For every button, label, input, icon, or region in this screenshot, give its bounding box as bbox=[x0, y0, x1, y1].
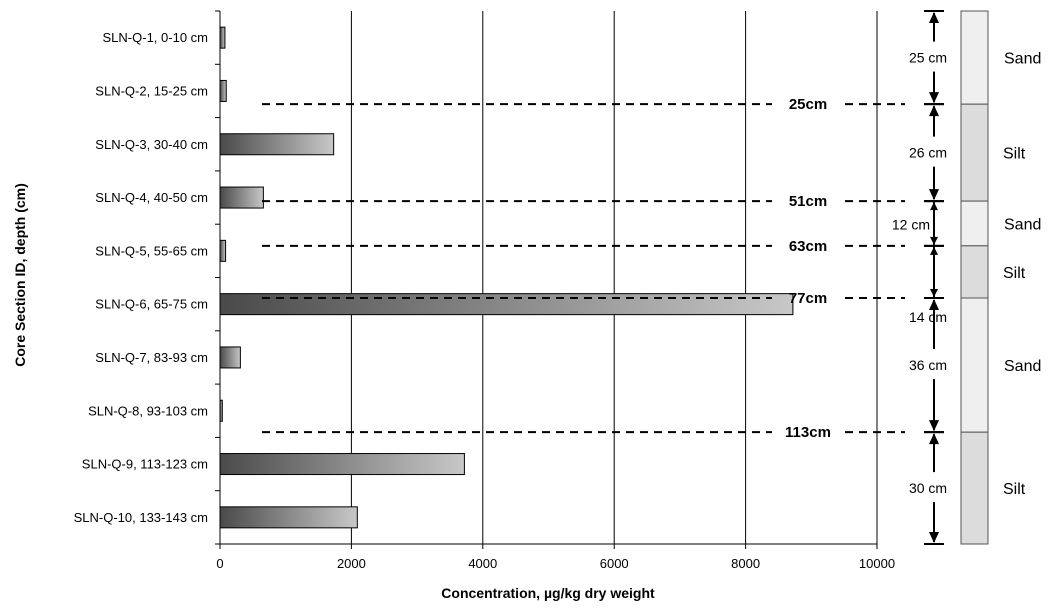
depth-marker-label: 77cm bbox=[789, 290, 827, 307]
depth-marker-label: 25cm bbox=[789, 96, 827, 113]
x-tick-label: 2000 bbox=[337, 556, 366, 571]
arrow-head-down bbox=[929, 420, 939, 432]
layer-thickness-label: 25 cm bbox=[909, 50, 947, 66]
stratigraphy-column: Sand Silt Sand Silt Sand Silt bbox=[960, 10, 1041, 545]
depth-marker-label: 51cm bbox=[789, 193, 827, 210]
x-tick-label: 4000 bbox=[468, 556, 497, 571]
layer-box-sand bbox=[960, 297, 989, 433]
layer-material-label: Silt bbox=[1003, 481, 1026, 498]
bar bbox=[219, 293, 794, 316]
arrow-head-down bbox=[929, 92, 939, 104]
layer-box-sand bbox=[960, 200, 989, 247]
layer-thickness-label: 26 cm bbox=[909, 145, 947, 161]
arrow-head-down bbox=[930, 289, 938, 297]
bar bbox=[219, 346, 241, 369]
category-label: SLN-Q-7, 83-93 cm bbox=[95, 350, 208, 365]
bar bbox=[219, 79, 227, 102]
x-tick-label: 6000 bbox=[600, 556, 629, 571]
category-label: SLN-Q-1, 0-10 cm bbox=[103, 30, 208, 45]
layer-thickness-label: 14 cm bbox=[909, 309, 947, 325]
bar bbox=[219, 506, 358, 529]
x-tick-label: 0 bbox=[216, 556, 223, 571]
depth-marker-label: 63cm bbox=[789, 238, 827, 255]
layer-thickness-label: 30 cm bbox=[909, 480, 947, 496]
bar bbox=[219, 186, 264, 209]
y-axis-title: Core Section ID, depth (cm) bbox=[12, 183, 28, 367]
arrow-head-down bbox=[929, 532, 939, 543]
layer-thickness-label: 12 cm bbox=[892, 216, 930, 232]
category-label: SLN-Q-6, 65-75 cm bbox=[95, 297, 208, 312]
category-label: SLN-Q-2, 15-25 cm bbox=[95, 83, 208, 98]
arrow-head-up bbox=[929, 433, 939, 445]
bar bbox=[219, 133, 335, 156]
category-label: SLN-Q-4, 40-50 cm bbox=[95, 190, 208, 205]
layer-material-label: Sand bbox=[1004, 51, 1041, 68]
category-label: SLN-Q-9, 113-123 cm bbox=[82, 457, 208, 472]
arrow-head-down bbox=[930, 236, 938, 245]
arrow-head-up bbox=[929, 12, 939, 23]
layer-thickness-label: 36 cm bbox=[909, 357, 947, 373]
x-axis-title: Concentration, µg/kg dry weight bbox=[441, 585, 655, 601]
layer-box-silt bbox=[960, 431, 989, 545]
depth-marker-label: 113cm bbox=[785, 424, 831, 441]
arrow-head-up bbox=[930, 202, 938, 211]
layer-box-sand bbox=[960, 10, 989, 105]
bar bbox=[219, 26, 226, 49]
layer-box-silt bbox=[960, 103, 989, 202]
category-label: SLN-Q-8, 93-103 cm bbox=[88, 403, 208, 418]
bars bbox=[219, 26, 794, 529]
layer-material-label: Sand bbox=[1004, 216, 1041, 233]
x-tick-label: 8000 bbox=[731, 556, 760, 571]
category-label: SLN-Q-10, 133-143 cm bbox=[74, 510, 208, 525]
layer-box-silt bbox=[960, 245, 989, 299]
category-label: SLN-Q-5, 55-65 cm bbox=[95, 243, 208, 258]
layer-material-label: Silt bbox=[1003, 146, 1026, 163]
bar bbox=[219, 453, 465, 476]
depth-markers: 25cm 51cm 63cm 77cm 113cm bbox=[262, 96, 905, 441]
layer-material-label: Silt bbox=[1003, 265, 1026, 282]
arrow-head-down bbox=[929, 189, 939, 201]
layer-dimensions: 25 cm 26 cm 12 cm 14 cm 36 cm 30 cm bbox=[892, 10, 947, 545]
category-label: SLN-Q-3, 30-40 cm bbox=[95, 137, 208, 152]
arrow-head-up bbox=[930, 246, 938, 255]
bar bbox=[219, 239, 227, 262]
layer-material-label: Sand bbox=[1004, 358, 1041, 375]
arrow-head-up bbox=[929, 299, 939, 310]
arrow-head-up bbox=[929, 105, 939, 117]
x-tick-label: 10000 bbox=[859, 556, 895, 571]
axes: 0 2000 4000 6000 8000 10000 SLN-Q-1, 0-10 cm SL… bbox=[74, 10, 895, 571]
